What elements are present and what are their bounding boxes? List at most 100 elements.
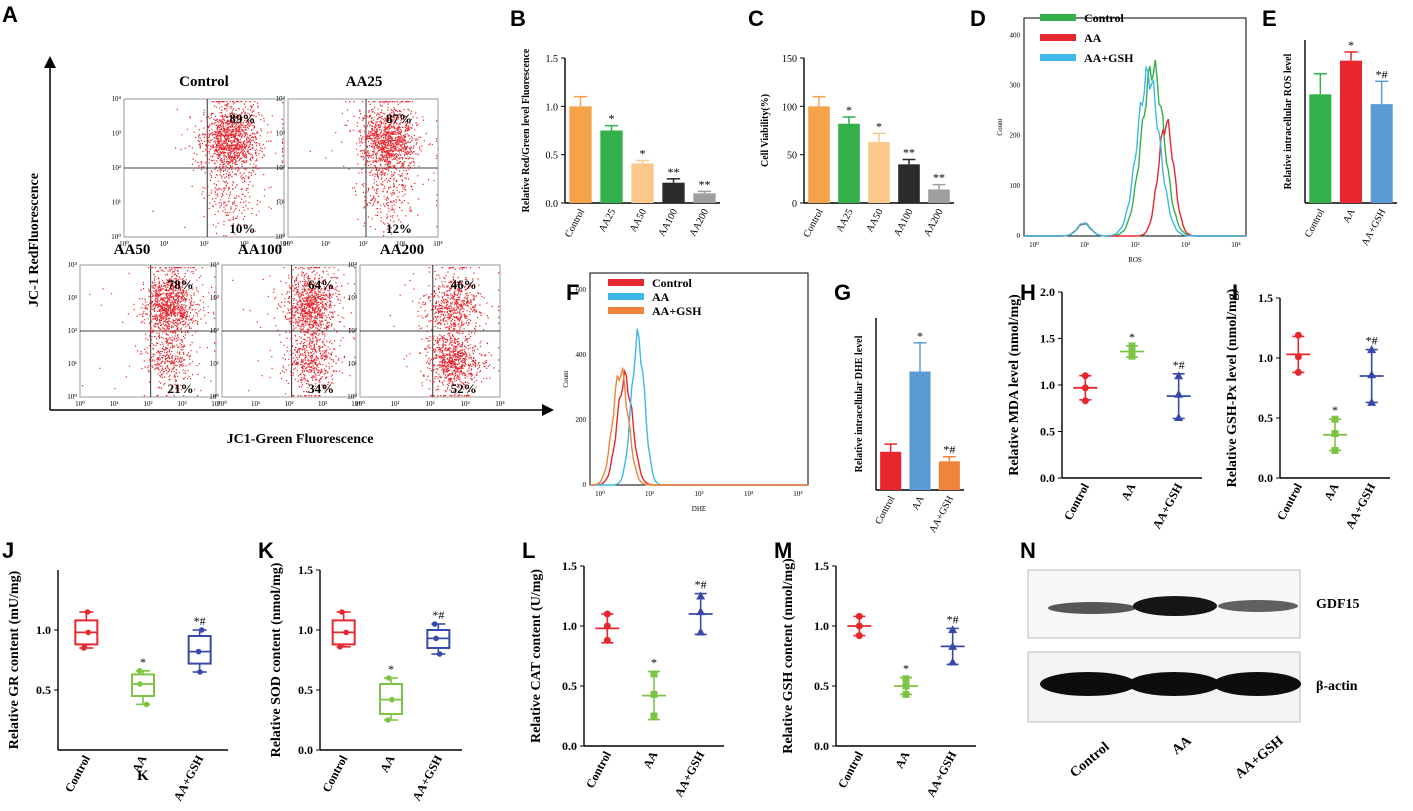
bar-aa100 bbox=[898, 164, 920, 203]
gdf15-band-aagsh bbox=[1218, 600, 1298, 612]
upper-right-percent: 87% bbox=[386, 111, 412, 126]
flow-x-tick: 10⁰ bbox=[75, 400, 85, 408]
data-point bbox=[195, 648, 202, 655]
data-point bbox=[603, 636, 611, 644]
panel-letter-c: C bbox=[748, 6, 764, 31]
data-point bbox=[343, 629, 349, 636]
panel-n-western-blot: GDF15 β-actin Control AA AA+GSH bbox=[1027, 569, 1360, 782]
flow-y-tick: 10⁴ bbox=[112, 95, 122, 103]
data-point bbox=[337, 644, 343, 650]
x-tick-label: 10⁰ bbox=[595, 490, 605, 498]
significance-mark: *# bbox=[1366, 334, 1378, 348]
x-category-label: AA100 bbox=[892, 207, 916, 238]
legend-label: Control bbox=[652, 276, 692, 290]
x-category-label: AA+GSH bbox=[409, 752, 445, 803]
y-tick-label: 1.5 bbox=[1040, 332, 1055, 346]
legend-label: AA bbox=[652, 290, 670, 304]
y-tick-label: 1.0 bbox=[298, 623, 313, 637]
data-point bbox=[137, 681, 143, 687]
flow-y-tick: 10² bbox=[210, 327, 219, 335]
y-tick-label: 0.0 bbox=[1258, 471, 1273, 485]
flow-y-tick: 10⁰ bbox=[209, 393, 219, 401]
data-point bbox=[84, 609, 91, 615]
data-point bbox=[603, 610, 611, 618]
data-point bbox=[902, 690, 910, 698]
panel-letter-b: B bbox=[510, 6, 526, 31]
x-tick-label: 10¹ bbox=[1080, 241, 1089, 249]
x-axis-label: DHE bbox=[692, 505, 706, 513]
y-tick-label: 1.0 bbox=[1258, 351, 1273, 365]
panel-g-chart: Relative intracellular DHE level * *# Contr… bbox=[854, 318, 964, 535]
data-point bbox=[1367, 370, 1377, 379]
x-category-label: AA50 bbox=[628, 207, 649, 234]
x-tick-label: 10¹ bbox=[645, 490, 654, 498]
y-tick-label: 400 bbox=[1010, 31, 1021, 39]
bar-aa25 bbox=[600, 130, 623, 203]
x-tick-label: 10³ bbox=[1181, 241, 1190, 249]
panel-letter-e: E bbox=[1262, 6, 1277, 31]
actin-band-aagsh bbox=[1213, 672, 1301, 696]
significance-mark: *# bbox=[1173, 358, 1185, 372]
legend-swatch bbox=[608, 293, 644, 300]
y-axis-label: Relative CAT content (U/mg) bbox=[529, 569, 544, 743]
y-tick-label: 2.0 bbox=[1040, 285, 1055, 299]
panel-k-chart: 0.0 0.5 1.0 1.5 Relative SOD content (nmol/m… bbox=[269, 562, 462, 803]
y-axis-label: Relative intracellular DHE level bbox=[854, 335, 865, 472]
flow-y-tick: 10¹ bbox=[276, 199, 285, 207]
data-point bbox=[1128, 342, 1136, 350]
panel-letter-g: G bbox=[834, 280, 851, 305]
y-axis-label: Relative MDA level (nmol/mg) bbox=[1007, 294, 1022, 476]
y-tick-label: 0.5 bbox=[1258, 411, 1273, 425]
flow-y-tick: 10⁴ bbox=[210, 261, 220, 269]
flow-y-tick: 10⁴ bbox=[276, 95, 286, 103]
flow-x-tick: 10⁰ bbox=[217, 400, 227, 408]
x-category-label: Control bbox=[802, 207, 826, 239]
flow-x-tick: 10³ bbox=[318, 400, 327, 408]
panel-letter-i: I bbox=[1232, 280, 1238, 305]
flow-y-tick: 10³ bbox=[348, 294, 357, 302]
data-point bbox=[1174, 389, 1184, 398]
data-point bbox=[385, 675, 392, 681]
y-tick-label: 0.5 bbox=[562, 679, 577, 693]
panel-letter-a: A bbox=[2, 2, 18, 27]
significance-mark: * bbox=[1348, 38, 1354, 52]
upper-right-percent: 64% bbox=[308, 277, 334, 292]
significance-mark: ** bbox=[699, 177, 711, 191]
data-point bbox=[696, 607, 706, 616]
histogram-aagsh bbox=[589, 367, 808, 486]
x-category-label: AA bbox=[892, 749, 913, 771]
flow-y-tick: 10⁰ bbox=[67, 393, 77, 401]
flow-x-tick: 10² bbox=[358, 240, 367, 248]
data-point bbox=[696, 591, 706, 600]
y-tick-label: 0.0 bbox=[562, 739, 577, 753]
actin-band-control bbox=[1040, 672, 1136, 696]
y-tick-label: 0.5 bbox=[1040, 425, 1055, 439]
y-tick-label: 600 bbox=[576, 286, 587, 294]
y-axis-label: Relative Red/Green level Fluorescence bbox=[521, 48, 532, 212]
flow-plot-title: AA50 bbox=[114, 242, 151, 258]
panel-i-chart: 0.0 0.5 1.0 1.5 Relative GSH-Px level (nmol/… bbox=[1225, 288, 1390, 531]
lane-label-control: Control bbox=[1067, 740, 1112, 781]
x-tick-label: 10⁰ bbox=[1029, 241, 1039, 249]
x-category-label: AA bbox=[910, 494, 927, 513]
flow-plot-title: AA25 bbox=[346, 74, 383, 90]
flow-x-tick: 10⁰ bbox=[283, 240, 293, 248]
flow-x-tick: 10³ bbox=[460, 400, 469, 408]
y-tick-label: 0.5 bbox=[814, 679, 829, 693]
data-point bbox=[136, 668, 143, 674]
y-tick-label: 1.0 bbox=[36, 623, 51, 637]
y-tick-label: 200 bbox=[1010, 132, 1021, 140]
significance-mark: *# bbox=[943, 443, 955, 457]
bar-aa50 bbox=[631, 163, 654, 203]
flow-x-tick: 10¹ bbox=[109, 400, 118, 408]
x-category-label: AA bbox=[1341, 207, 1358, 226]
lower-right-percent: 21% bbox=[168, 381, 194, 396]
bar-aagsh bbox=[938, 461, 960, 490]
bar-aa200 bbox=[693, 193, 716, 203]
significance-mark: * bbox=[609, 112, 615, 126]
flow-x-tick: 10⁴ bbox=[211, 400, 221, 408]
panel-letter-j: J bbox=[2, 538, 14, 563]
legend-swatch bbox=[608, 279, 644, 286]
significance-mark: ** bbox=[933, 171, 945, 185]
y-tick-label: 0.0 bbox=[298, 743, 313, 757]
